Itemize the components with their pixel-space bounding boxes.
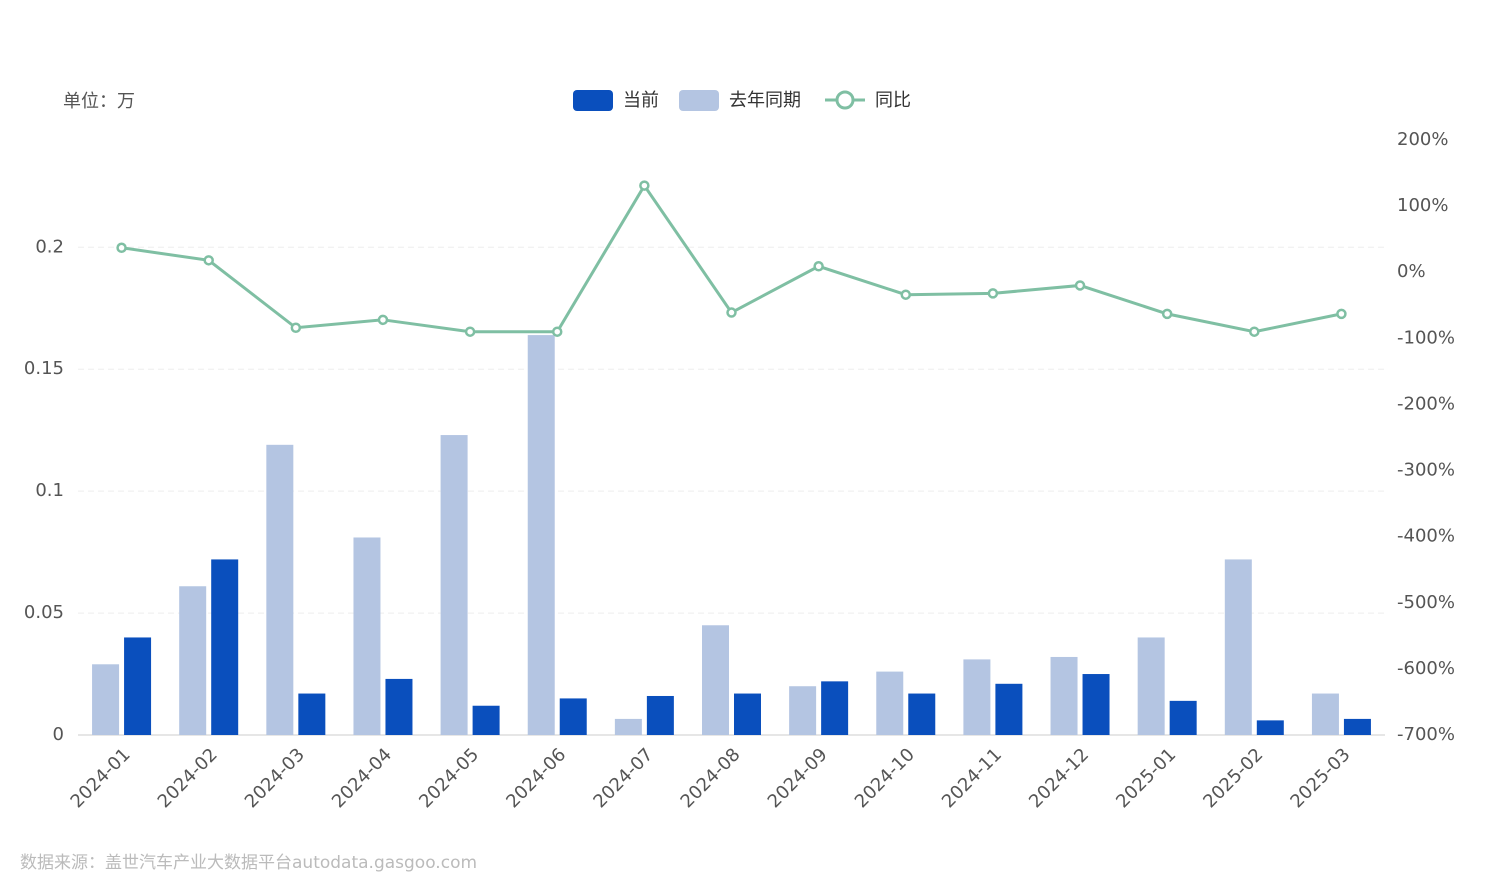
legend-label: 同比 <box>875 90 911 111</box>
y-tick-label: 0.05 <box>24 602 64 623</box>
legend-swatch <box>573 90 613 111</box>
bar <box>1256 720 1284 735</box>
bar <box>646 695 674 735</box>
line-marker <box>203 255 214 266</box>
bar <box>995 683 1023 735</box>
y-tick-label: 0 <box>53 724 64 745</box>
bar <box>789 686 817 735</box>
x-tick-label: 2024-08 <box>677 744 745 812</box>
legend-label: 去年同期 <box>729 90 801 111</box>
bar <box>614 718 642 735</box>
bar <box>92 664 120 735</box>
bar <box>821 681 849 735</box>
bar <box>1224 559 1252 735</box>
x-tick-label: 2025-02 <box>1199 744 1267 812</box>
legend-swatch <box>679 90 719 111</box>
line-marker <box>1161 308 1173 320</box>
line-marker <box>290 322 302 334</box>
y2-tick-label: -400% <box>1397 526 1455 547</box>
bar <box>353 537 381 735</box>
x-tick-label: 2025-03 <box>1286 744 1354 812</box>
bar <box>1169 700 1197 735</box>
y2-tick-label: -700% <box>1397 724 1455 745</box>
bar <box>211 559 239 735</box>
bar <box>1343 718 1371 735</box>
line-marker <box>726 307 737 318</box>
bar <box>179 586 207 735</box>
bar <box>1137 637 1165 735</box>
x-tick-label: 2024-09 <box>764 744 832 812</box>
unit-label: 单位：万 <box>63 91 135 112</box>
x-tick-label: 2024-05 <box>415 744 483 812</box>
y2-tick-label: -300% <box>1397 460 1455 481</box>
bar <box>702 625 729 735</box>
line-marker <box>551 326 563 337</box>
legend-swatch <box>835 90 855 110</box>
x-tick-label: 2024-10 <box>851 744 919 812</box>
y-tick-label: 0.15 <box>24 358 64 379</box>
line-marker <box>464 326 476 337</box>
bar <box>266 444 294 735</box>
bar <box>734 693 761 735</box>
bar <box>908 693 936 735</box>
bar <box>1311 693 1339 735</box>
line-marker <box>1074 280 1086 291</box>
bar <box>963 659 991 735</box>
x-tick-label: 2024-02 <box>154 744 222 812</box>
line-marker <box>116 242 127 254</box>
x-tick-label: 2025-01 <box>1112 744 1180 812</box>
y-tick-label: 0.1 <box>35 480 64 501</box>
bar <box>385 678 413 735</box>
bar <box>1050 656 1078 735</box>
x-tick-label: 2024-12 <box>1025 744 1093 812</box>
line-marker <box>987 288 999 299</box>
x-tick-label: 2024-07 <box>589 744 657 812</box>
line-marker <box>377 314 389 326</box>
x-tick-label: 2024-11 <box>938 744 1006 812</box>
y2-tick-label: 100% <box>1397 195 1448 216</box>
bar <box>472 705 500 735</box>
y2-tick-label: -600% <box>1397 658 1455 679</box>
y2-tick-label: 200% <box>1397 129 1448 150</box>
y2-tick-label: -200% <box>1397 393 1455 414</box>
y2-tick-label: -100% <box>1397 327 1455 348</box>
line-marker <box>813 261 824 272</box>
legend-label: 当前 <box>623 90 659 111</box>
bar <box>298 693 326 735</box>
y2-tick-label: 0% <box>1397 261 1426 282</box>
line-marker <box>1336 308 1347 320</box>
line-marker <box>1249 326 1260 337</box>
x-tick-label: 2024-04 <box>328 744 396 812</box>
line-marker <box>639 180 650 191</box>
bar <box>876 671 904 735</box>
bar <box>559 698 587 735</box>
x-tick-label: 2024-03 <box>241 744 309 812</box>
bar <box>527 335 555 735</box>
line-marker <box>900 289 912 300</box>
bar <box>440 435 468 735</box>
source: 数据来源：盖世汽车产业大数据平台autodata.gasgoo.com <box>20 853 477 873</box>
x-tick-label: 2024-06 <box>502 744 570 812</box>
bar <box>124 637 152 735</box>
bar <box>1082 674 1110 735</box>
y2-tick-label: -500% <box>1397 592 1455 613</box>
x-tick-label: 2024-01 <box>67 744 135 812</box>
y-tick-label: 0.2 <box>35 236 64 257</box>
